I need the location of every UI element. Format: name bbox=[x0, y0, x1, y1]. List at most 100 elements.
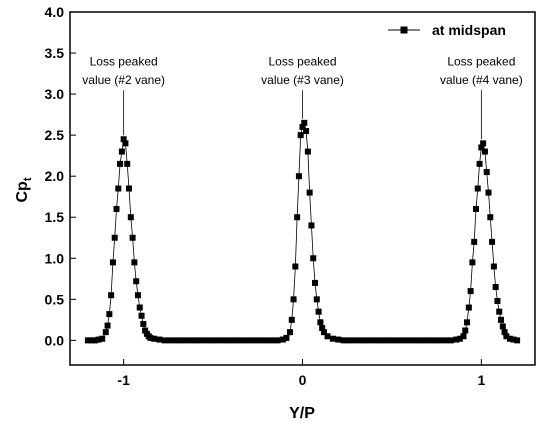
data-point bbox=[172, 337, 179, 344]
data-point bbox=[297, 132, 304, 139]
data-point bbox=[372, 337, 379, 344]
data-point bbox=[476, 160, 483, 167]
data-point bbox=[138, 312, 145, 319]
data-point bbox=[306, 189, 313, 196]
data-point bbox=[496, 308, 503, 315]
data-point bbox=[120, 136, 127, 143]
data-point bbox=[464, 319, 471, 326]
data-point bbox=[388, 337, 395, 344]
data-point bbox=[498, 316, 505, 323]
data-point bbox=[151, 335, 158, 342]
data-point bbox=[431, 337, 438, 344]
data-point bbox=[472, 206, 479, 213]
data-point bbox=[295, 173, 302, 180]
data-point bbox=[226, 337, 233, 344]
data-point bbox=[324, 333, 331, 340]
data-point bbox=[92, 337, 99, 344]
data-point bbox=[193, 337, 200, 344]
data-point bbox=[340, 337, 347, 344]
x-axis: -1 0 1 bbox=[117, 359, 485, 388]
data-point bbox=[510, 336, 517, 343]
data-point bbox=[317, 319, 324, 326]
y-axis-title: Cpt bbox=[14, 177, 34, 202]
data-point bbox=[183, 337, 190, 344]
data-point bbox=[111, 234, 118, 241]
data-point bbox=[481, 148, 488, 155]
data-point bbox=[503, 333, 510, 340]
data-point bbox=[462, 327, 469, 334]
data-point bbox=[378, 337, 385, 344]
legend-marker bbox=[400, 26, 408, 34]
data-point bbox=[514, 337, 521, 344]
data-point bbox=[133, 278, 140, 285]
data-point bbox=[136, 304, 143, 311]
data-point bbox=[127, 214, 134, 221]
data-point bbox=[253, 337, 259, 344]
data-point bbox=[421, 337, 428, 344]
annotation-line1: Loss peaked bbox=[90, 54, 158, 68]
data-point bbox=[294, 214, 301, 221]
data-point bbox=[456, 335, 463, 342]
data-point bbox=[220, 337, 227, 344]
data-point bbox=[499, 323, 506, 330]
data-point bbox=[471, 238, 478, 245]
data-point bbox=[95, 336, 102, 343]
data-point bbox=[113, 206, 120, 213]
data-point bbox=[258, 337, 265, 344]
data-point bbox=[126, 185, 133, 192]
data-point bbox=[188, 337, 195, 344]
data-point bbox=[140, 320, 147, 327]
data-point bbox=[469, 259, 476, 266]
data-point bbox=[147, 334, 154, 341]
data-point bbox=[231, 337, 238, 344]
data-point bbox=[124, 160, 131, 167]
data-point bbox=[394, 337, 401, 344]
data-point bbox=[506, 335, 513, 342]
data-point bbox=[204, 337, 211, 344]
legend: at midspan bbox=[388, 22, 506, 38]
annotation-group: Loss peaked value (#2 vane) Loss peaked val… bbox=[82, 54, 523, 140]
legend-label: at midspan bbox=[432, 22, 506, 38]
data-point bbox=[489, 238, 496, 245]
data-point bbox=[410, 337, 417, 344]
data-point bbox=[367, 337, 374, 344]
data-point bbox=[304, 148, 311, 155]
data-point bbox=[320, 329, 327, 336]
data-point bbox=[156, 336, 163, 343]
y-axis-title-subscript: t bbox=[22, 177, 34, 181]
data-point bbox=[161, 337, 168, 344]
data-point bbox=[478, 144, 485, 151]
data-point bbox=[129, 234, 136, 241]
data-point bbox=[131, 259, 138, 266]
data-point bbox=[279, 336, 286, 343]
y-axis-title-main: Cp bbox=[14, 181, 31, 203]
data-point bbox=[106, 311, 113, 318]
y-tick-label: 0.5 bbox=[45, 291, 65, 307]
data-point bbox=[492, 284, 499, 291]
series-line bbox=[87, 121, 518, 341]
data-point bbox=[210, 337, 217, 344]
data-point bbox=[88, 337, 95, 344]
y-tick-label: 3.5 bbox=[45, 45, 65, 61]
data-point bbox=[292, 263, 299, 270]
data-point bbox=[405, 337, 412, 344]
x-tick-label: -1 bbox=[117, 372, 130, 388]
data-point bbox=[286, 329, 293, 336]
data-point bbox=[453, 336, 460, 343]
data-point bbox=[312, 279, 319, 286]
data-point bbox=[247, 337, 254, 344]
data-point bbox=[415, 337, 422, 344]
data-point bbox=[310, 255, 317, 262]
data-point bbox=[308, 222, 315, 229]
data-point bbox=[483, 169, 490, 176]
data-point bbox=[315, 308, 322, 315]
data-point bbox=[236, 337, 243, 344]
data-point bbox=[490, 263, 497, 270]
data-point bbox=[494, 297, 501, 304]
data-point bbox=[122, 140, 129, 147]
data-point bbox=[460, 333, 467, 340]
annotation-line2: value (#4 vane) bbox=[440, 73, 523, 87]
data-point bbox=[362, 337, 369, 344]
data-point bbox=[303, 128, 310, 135]
